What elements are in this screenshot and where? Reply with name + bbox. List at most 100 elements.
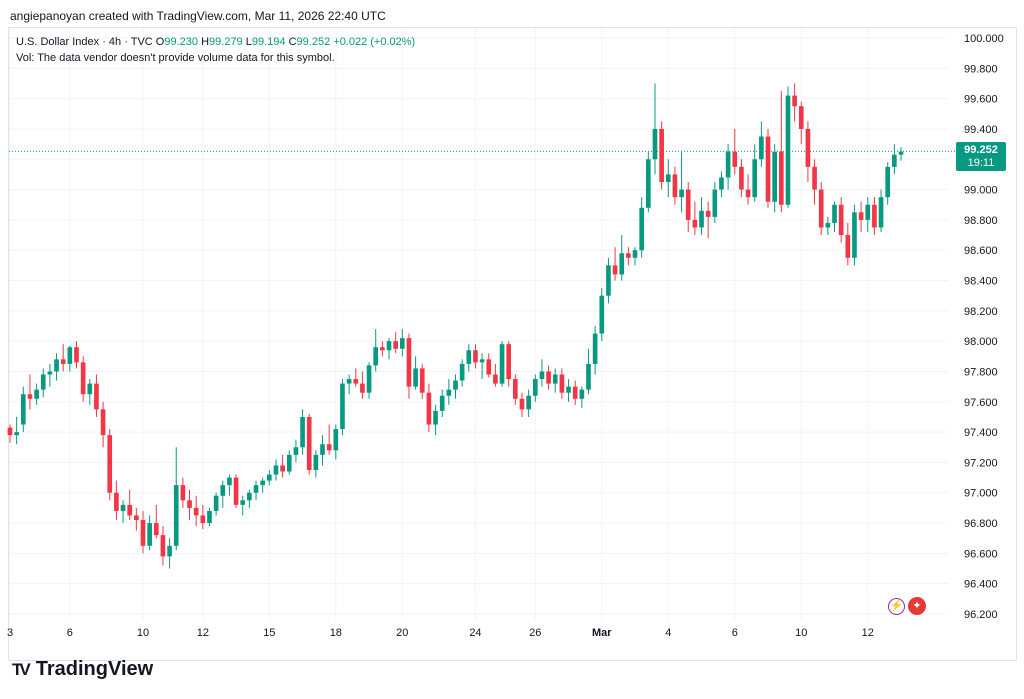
candle-body — [333, 429, 339, 451]
candle-body — [433, 410, 438, 425]
tradingview-logo[interactable]: TV TradingView — [12, 658, 153, 681]
candle-body — [14, 432, 19, 436]
candle-body — [120, 504, 126, 511]
candle-body — [340, 383, 345, 430]
candle-body — [845, 235, 851, 258]
candle-body — [20, 394, 26, 425]
x-tick-label: 26 — [529, 627, 541, 639]
candle-body — [193, 507, 199, 516]
legend-volume-note: Vol: The data vendor doesn't provide vol… — [16, 52, 335, 64]
y-tick-label: 97.600 — [964, 397, 998, 409]
candle-body — [818, 189, 824, 228]
candle-body — [732, 151, 738, 167]
candle-body — [493, 374, 498, 384]
chart-caption: angiepanoyan created with TradingView.co… — [10, 9, 386, 23]
x-tick-label: 10 — [795, 627, 807, 639]
candle-body — [233, 477, 239, 505]
us-flag-icon[interactable]: ✦ — [908, 597, 926, 615]
candle-body — [685, 189, 691, 220]
y-tick-label: 97.000 — [964, 488, 998, 500]
candle-body — [546, 371, 551, 384]
candle-body — [127, 504, 133, 516]
candle-body — [705, 210, 711, 217]
candle-body — [366, 365, 372, 393]
y-tick-label: 99.400 — [964, 124, 998, 136]
candle-body — [100, 409, 106, 436]
candle-body — [286, 454, 292, 472]
candle-body — [745, 189, 751, 198]
candle-body — [353, 379, 359, 384]
candle-body — [313, 454, 319, 470]
candle-body — [812, 166, 817, 190]
candle-body — [173, 485, 179, 546]
candle-body — [419, 368, 425, 393]
event-icons: ⚡ ✦ — [888, 596, 929, 615]
candle-body — [439, 395, 445, 411]
candle-body — [639, 207, 645, 251]
candle-body — [134, 515, 139, 521]
candle-body — [513, 379, 518, 399]
candle-body — [572, 386, 578, 399]
x-tick-label: 20 — [396, 627, 408, 639]
candle-body — [266, 474, 272, 481]
candle-body — [692, 219, 698, 228]
y-tick-label: 99.000 — [964, 185, 998, 197]
x-tick-label: 12 — [197, 627, 209, 639]
legend-high-value: 99.279 — [209, 36, 243, 48]
candle-body — [200, 515, 206, 524]
candle-body — [838, 204, 844, 236]
candle-body — [798, 106, 804, 129]
legend-open-label: O — [155, 36, 165, 48]
chart-legend: U.S. Dollar Index · 4h · TVC O99.230 H99… — [16, 34, 415, 66]
candle-body — [506, 344, 512, 380]
candle-body — [825, 222, 831, 228]
candle-body — [167, 545, 172, 557]
candle-body — [280, 465, 285, 472]
candle-body — [60, 359, 66, 364]
candle-body — [260, 480, 265, 486]
candle-body — [426, 392, 432, 425]
candle-body — [54, 359, 59, 372]
x-tick-label: 4 — [665, 627, 671, 639]
candle-body — [446, 389, 452, 396]
candle-body — [619, 253, 625, 275]
candle-body — [386, 341, 392, 351]
candle-body — [599, 295, 605, 334]
y-tick-label: 96.200 — [964, 609, 998, 621]
candle-body — [892, 154, 897, 167]
lightning-icon[interactable]: ⚡ — [888, 598, 905, 615]
y-tick-label: 97.800 — [964, 366, 998, 378]
candle-body — [74, 347, 79, 363]
candle-body — [94, 383, 99, 410]
candle-body — [80, 362, 86, 395]
candle-body — [785, 95, 791, 205]
x-tick-label: 18 — [330, 627, 342, 639]
candle-body — [712, 189, 718, 217]
candle-body — [253, 485, 259, 493]
candle-body — [160, 535, 166, 557]
candle-body — [526, 395, 531, 410]
legend-open-value: 99.230 — [164, 36, 199, 48]
candle-body — [486, 359, 492, 375]
candle-body — [373, 347, 379, 366]
candle-body — [34, 389, 39, 399]
candle-body — [579, 389, 585, 399]
candle-body — [140, 520, 146, 546]
candle-body — [207, 510, 212, 524]
x-tick-label: 10 — [137, 627, 149, 639]
candle-body — [646, 159, 651, 208]
x-tick-label: Mar — [592, 627, 612, 639]
y-tick-label: 99.800 — [964, 63, 998, 75]
candle-body — [592, 333, 598, 364]
candle-body — [652, 128, 658, 160]
candle-body — [665, 174, 671, 182]
x-tick-label: 12 — [862, 627, 874, 639]
candle-body — [878, 197, 884, 228]
candle-body — [320, 444, 325, 455]
candle-body — [220, 485, 226, 496]
tv-logo-mark: TV — [12, 659, 31, 679]
y-tick-label: 97.200 — [964, 457, 998, 469]
x-tick-label: 24 — [469, 627, 481, 639]
candle-body — [885, 166, 891, 198]
